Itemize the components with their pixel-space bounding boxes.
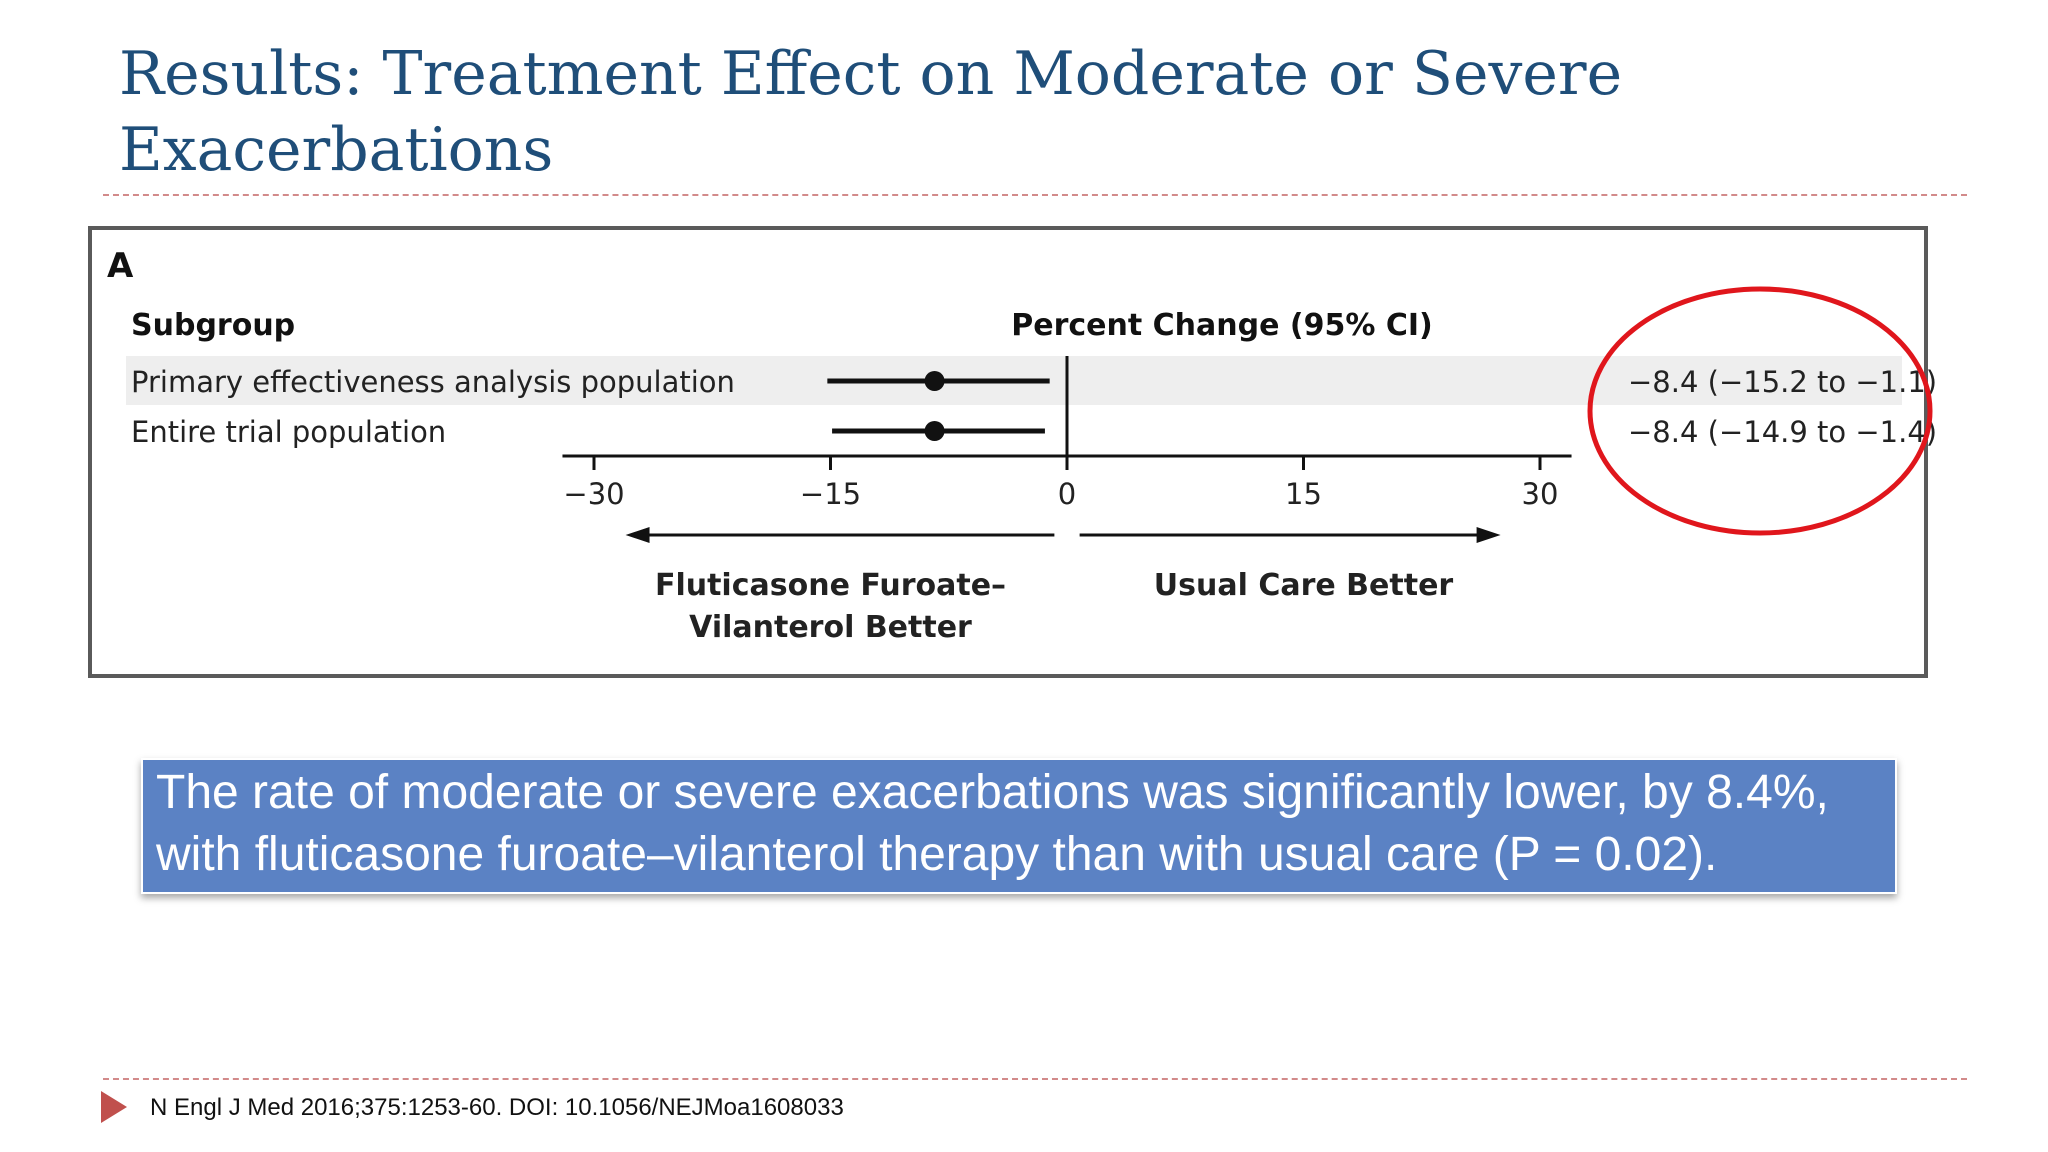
forest-plot-frame bbox=[88, 226, 1928, 678]
footer-divider bbox=[103, 1078, 1967, 1080]
ci-header: Percent Change (95% CI) bbox=[1011, 308, 1433, 343]
title-divider bbox=[103, 194, 1967, 196]
ci-highlight-ellipse bbox=[1587, 286, 1933, 536]
point-estimate bbox=[924, 371, 945, 391]
ci-value: −8.4 (−14.9 to −1.4) bbox=[1628, 415, 1937, 449]
left-arrow-icon bbox=[625, 527, 650, 543]
citation: N Engl J Med 2016;375:1253-60. DOI: 10.1… bbox=[150, 1094, 844, 1121]
ci-value: −8.4 (−15.2 to −1.1) bbox=[1628, 365, 1937, 399]
panel-label: A bbox=[107, 246, 134, 286]
left-direction-label: Fluticasone Furoate– bbox=[655, 568, 1006, 603]
point-estimate bbox=[924, 421, 945, 441]
x-tick-label: 15 bbox=[1285, 477, 1322, 511]
callout-text: The rate of moderate or severe exacerbat… bbox=[156, 766, 1829, 881]
x-tick-label: −15 bbox=[800, 477, 861, 511]
x-tick-label: 0 bbox=[1058, 477, 1076, 511]
right-arrow-icon bbox=[1476, 527, 1501, 543]
bullet-arrow-icon bbox=[101, 1091, 127, 1123]
x-tick-label: 30 bbox=[1522, 477, 1559, 511]
subgroup-header: Subgroup bbox=[131, 308, 295, 343]
slide-title: Results: Treatment Effect on Moderate or… bbox=[119, 39, 1623, 185]
left-direction-label: Vilanterol Better bbox=[689, 610, 972, 645]
right-direction-label: Usual Care Better bbox=[1154, 568, 1454, 603]
row-label: Entire trial population bbox=[131, 415, 446, 449]
callout-box bbox=[141, 758, 1897, 894]
x-tick-label: −30 bbox=[563, 477, 624, 511]
row-label: Primary effectiveness analysis populatio… bbox=[131, 365, 735, 399]
